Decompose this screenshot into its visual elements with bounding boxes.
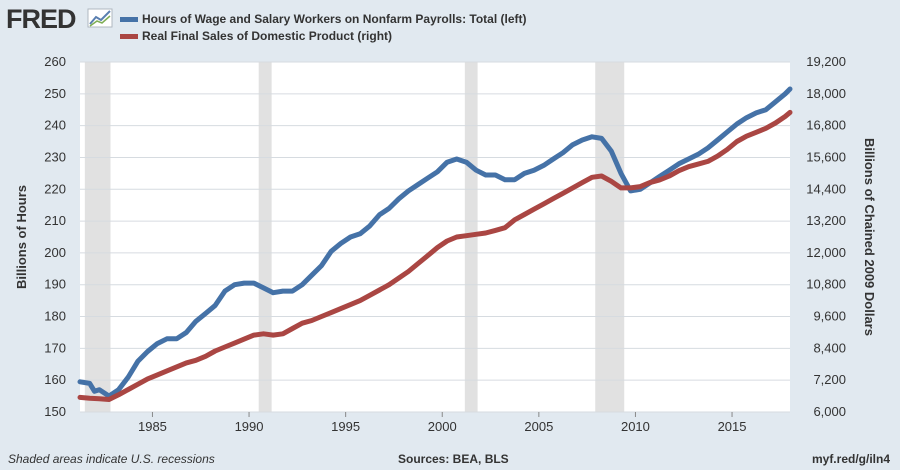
left-tick-label: 190 <box>44 277 66 292</box>
x-tick-label: 2010 <box>621 419 650 434</box>
recession-band-0 <box>84 62 111 412</box>
legend-swatch-series2 <box>120 34 138 39</box>
right-tick-label: 8,400 <box>813 340 846 355</box>
recession-note: Shaded areas indicate U.S. recessions <box>8 452 215 466</box>
fred-logo[interactable]: FRED <box>6 4 113 34</box>
right-tick-label: 19,200 <box>806 54 846 69</box>
right-tick-label: 14,400 <box>806 181 846 196</box>
left-tick-label: 240 <box>44 118 66 133</box>
left-tick-label: 230 <box>44 149 66 164</box>
right-tick-label: 16,800 <box>806 118 846 133</box>
right-tick-label: 18,000 <box>806 86 846 101</box>
x-axis-ticks: 1985 1990 1995 2000 2005 2010 2015 <box>138 412 747 434</box>
recession-band-3 <box>595 62 625 412</box>
right-axis-label: Billions of Chained 2009 Dollars <box>862 138 877 336</box>
right-tick-label: 13,200 <box>806 213 846 228</box>
right-tick-label: 10,800 <box>806 277 846 292</box>
x-tick-label: 2000 <box>428 419 457 434</box>
legend-label-series2: Real Final Sales of Domestic Product (ri… <box>142 29 392 43</box>
short-url-link[interactable]: myf.red/g/iln4 <box>811 452 890 466</box>
left-axis-ticks: 150 160 170 180 190 200 210 220 230 240 250 260 <box>44 54 66 419</box>
right-tick-label: 15,600 <box>806 149 846 164</box>
legend-label-series1: Hours of Wage and Salary Workers on Nonf… <box>142 12 527 26</box>
left-tick-label: 160 <box>44 372 66 387</box>
x-tick-label: 1990 <box>235 419 264 434</box>
left-tick-label: 180 <box>44 309 66 324</box>
sources-text: Sources: BEA, BLS <box>398 452 509 466</box>
x-tick-label: 1995 <box>331 419 360 434</box>
chart: 150 160 170 180 190 200 210 220 230 240 250 260 6,0… <box>6 4 877 434</box>
fred-chart-icon <box>87 8 113 28</box>
left-tick-label: 150 <box>44 404 66 419</box>
series-line-2 <box>77 109 793 402</box>
left-tick-label: 250 <box>44 86 66 101</box>
fred-logo-text: FRED <box>6 4 76 34</box>
right-tick-label: 9,600 <box>813 309 846 324</box>
plot-area <box>80 62 790 412</box>
left-tick-label: 170 <box>44 340 66 355</box>
right-tick-label: 12,000 <box>806 245 846 260</box>
legend: Hours of Wage and Salary Workers on Nonf… <box>120 12 527 43</box>
left-tick-label: 260 <box>44 54 66 69</box>
right-axis-ticks: 6,000 7,200 8,400 9,600 10,800 12,000 13,200 14… <box>806 54 846 419</box>
recession-shading <box>84 62 625 412</box>
x-tick-label: 2005 <box>524 419 553 434</box>
left-tick-label: 210 <box>44 213 66 228</box>
series-lines <box>77 86 793 402</box>
left-tick-label: 200 <box>44 245 66 260</box>
right-tick-label: 6,000 <box>813 404 846 419</box>
x-tick-label: 2015 <box>718 419 747 434</box>
left-axis-label: Billions of Hours <box>14 185 29 289</box>
x-tick-label: 1985 <box>138 419 167 434</box>
legend-swatch-series1 <box>120 17 138 22</box>
recession-band-1 <box>258 62 272 412</box>
series-line-1 <box>77 86 793 399</box>
right-tick-label: 7,200 <box>813 372 846 387</box>
left-tick-label: 220 <box>44 181 66 196</box>
